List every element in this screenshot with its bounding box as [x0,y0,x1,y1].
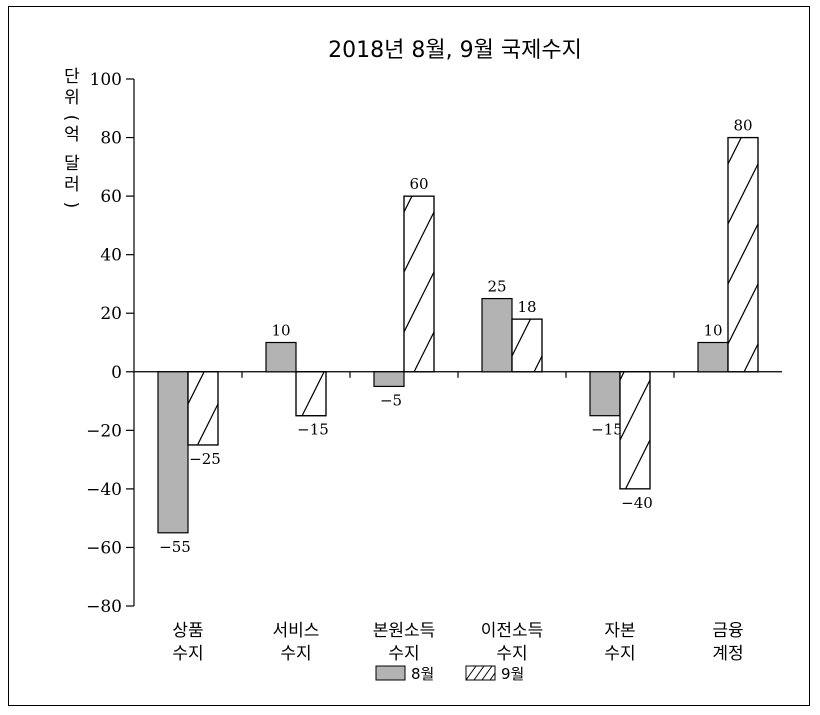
data-label: −15 [297,421,329,439]
bar-aug [157,371,189,534]
bar-sep [619,371,651,490]
chart-frame [8,6,810,706]
bar-sep [403,195,435,373]
data-label: −55 [159,538,191,556]
data-label: −15 [591,421,623,439]
bar-aug [481,297,513,373]
data-label: −25 [189,450,221,468]
y-tick-label: 80 [100,129,122,149]
y-tick-label: 20 [100,304,122,324]
category-label: 이전소득 [481,621,544,641]
category-label: 금융 [712,621,743,641]
data-label: −5 [380,391,402,409]
y-tick-label: −20 [86,421,122,441]
category-label: 상품 [172,621,203,641]
y-tick-label: 0 [111,363,122,383]
y-axis-title-char: 억 [64,125,80,145]
category-label: 수지 [496,644,527,664]
y-axis-title-char: ( [61,115,81,122]
bar-aug [589,371,621,417]
legend-label-sep: 9월 [501,665,524,683]
data-label: −40 [621,494,653,512]
y-axis-title: 단위 ( 억달러) [61,67,81,208]
data-label: 60 [409,175,428,193]
y-tick-label: 40 [100,246,122,266]
y-axis-title-char: 달 [64,154,80,174]
bar-sep [187,371,219,446]
data-label: 80 [733,117,752,135]
y-tick-label: −60 [86,538,122,558]
legend-hatch-line [489,672,496,681]
bar-sep [511,318,543,373]
category-label: 수지 [172,644,203,664]
legend: 8월 9월 [375,665,524,683]
category-label: 계정 [712,644,743,664]
y-tick-label: −80 [86,597,122,617]
category-label: 수지 [388,644,419,664]
data-label: 18 [517,298,536,316]
data-label: 10 [703,322,722,340]
bar-sep [295,371,327,417]
legend-hatch-line [473,665,485,681]
y-axis-title-char: 러 [64,175,80,195]
y-tick-label: 60 [100,187,122,207]
y-axis-title-char: ) [61,202,81,209]
bar-sep [727,136,759,373]
chart-title: 2018년 8월, 9월 국제수지 [328,38,582,63]
y-tick-label: 100 [90,70,122,90]
data-label: 25 [487,278,506,296]
data-label: 10 [271,322,290,340]
legend-label-aug: 8월 [411,665,434,683]
y-tick-label: −40 [86,480,122,500]
category-label: 자본 [604,621,635,641]
category-label: 수지 [604,644,635,664]
category-label: 본원소득 [373,621,436,641]
legend-hatch-line [481,665,493,681]
bar-aug [697,341,729,373]
bars: −55 −25 10 −15 −5 60 25 18 −15 −40 10 80 [157,117,759,556]
legend-swatch-aug [375,665,406,681]
category-label: 수지 [280,644,311,664]
category-label: 서비스 [273,621,320,641]
bar-aug [265,341,297,373]
legend-hatch-line [465,665,477,681]
y-axis-title-char: 위 [64,88,80,108]
y-axis-title-char: 단 [64,67,80,87]
bar-aug [373,371,405,388]
